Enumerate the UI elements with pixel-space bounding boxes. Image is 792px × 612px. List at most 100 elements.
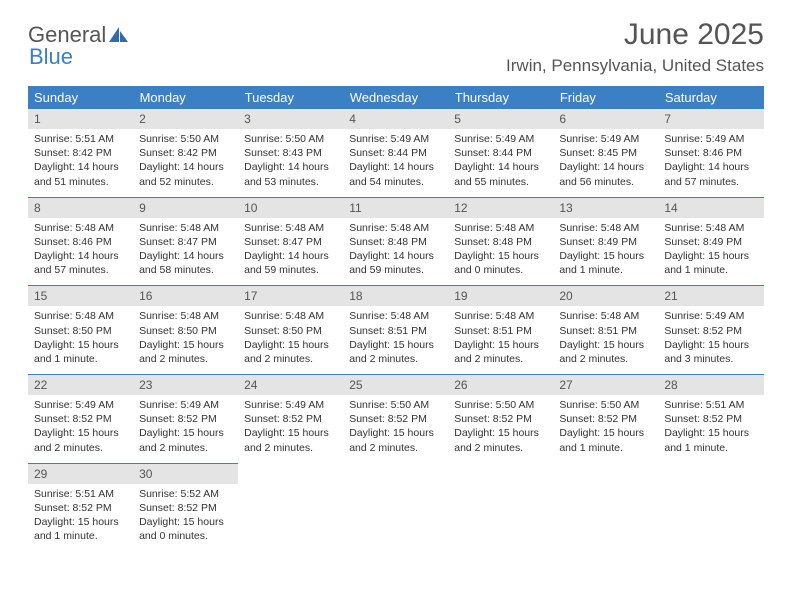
day-cell: 3Sunrise: 5:50 AMSunset: 8:43 PMDaylight… bbox=[238, 109, 343, 197]
daylight-line2: and 53 minutes. bbox=[244, 175, 337, 189]
daylight-line2: and 58 minutes. bbox=[139, 263, 232, 277]
daylight-line2: and 59 minutes. bbox=[244, 263, 337, 277]
week-row: 15Sunrise: 5:48 AMSunset: 8:50 PMDayligh… bbox=[28, 286, 764, 375]
header: General June 2025 Irwin, Pennsylvania, U… bbox=[0, 0, 792, 78]
day-cell: 8Sunrise: 5:48 AMSunset: 8:46 PMDaylight… bbox=[28, 197, 133, 286]
daylight-line1: Daylight: 14 hours bbox=[349, 160, 442, 174]
daylight-line1: Daylight: 15 hours bbox=[664, 249, 757, 263]
sunset: Sunset: 8:52 PM bbox=[454, 412, 547, 426]
sunrise: Sunrise: 5:51 AM bbox=[664, 398, 757, 412]
sunset: Sunset: 8:50 PM bbox=[139, 324, 232, 338]
sunrise: Sunrise: 5:50 AM bbox=[349, 398, 442, 412]
day-details: Sunrise: 5:50 AMSunset: 8:43 PMDaylight:… bbox=[238, 129, 343, 197]
day-number: 10 bbox=[238, 198, 343, 218]
day-details: Sunrise: 5:49 AMSunset: 8:46 PMDaylight:… bbox=[658, 129, 763, 197]
col-sat: Saturday bbox=[658, 86, 763, 109]
daylight-line1: Daylight: 15 hours bbox=[244, 338, 337, 352]
sunset: Sunset: 8:52 PM bbox=[244, 412, 337, 426]
day-details: Sunrise: 5:50 AMSunset: 8:42 PMDaylight:… bbox=[133, 129, 238, 197]
calendar-table: Sunday Monday Tuesday Wednesday Thursday… bbox=[28, 86, 764, 551]
day-cell: 7Sunrise: 5:49 AMSunset: 8:46 PMDaylight… bbox=[658, 109, 763, 197]
day-number: 18 bbox=[343, 286, 448, 306]
day-number: 21 bbox=[658, 286, 763, 306]
day-number: 19 bbox=[448, 286, 553, 306]
sunrise: Sunrise: 5:48 AM bbox=[349, 221, 442, 235]
col-sun: Sunday bbox=[28, 86, 133, 109]
sunrise: Sunrise: 5:49 AM bbox=[244, 398, 337, 412]
day-number: 27 bbox=[553, 375, 658, 395]
day-number: 6 bbox=[553, 109, 658, 129]
day-number: 30 bbox=[133, 464, 238, 484]
daylight-line1: Daylight: 15 hours bbox=[34, 515, 127, 529]
daylight-line1: Daylight: 15 hours bbox=[559, 338, 652, 352]
day-cell: 20Sunrise: 5:48 AMSunset: 8:51 PMDayligh… bbox=[553, 286, 658, 375]
day-details: Sunrise: 5:48 AMSunset: 8:47 PMDaylight:… bbox=[133, 218, 238, 286]
daylight-line2: and 55 minutes. bbox=[454, 175, 547, 189]
daylight-line2: and 1 minute. bbox=[34, 529, 127, 543]
day-cell: 26Sunrise: 5:50 AMSunset: 8:52 PMDayligh… bbox=[448, 375, 553, 464]
sunrise: Sunrise: 5:48 AM bbox=[454, 221, 547, 235]
daylight-line2: and 2 minutes. bbox=[349, 352, 442, 366]
sunrise: Sunrise: 5:51 AM bbox=[34, 132, 127, 146]
sunset: Sunset: 8:51 PM bbox=[559, 324, 652, 338]
sunrise: Sunrise: 5:48 AM bbox=[34, 221, 127, 235]
sunset: Sunset: 8:51 PM bbox=[349, 324, 442, 338]
sunset: Sunset: 8:52 PM bbox=[139, 412, 232, 426]
title-block: June 2025 Irwin, Pennsylvania, United St… bbox=[506, 18, 764, 76]
sunset: Sunset: 8:52 PM bbox=[664, 324, 757, 338]
day-cell: 13Sunrise: 5:48 AMSunset: 8:49 PMDayligh… bbox=[553, 197, 658, 286]
sunrise: Sunrise: 5:50 AM bbox=[559, 398, 652, 412]
day-cell: 30Sunrise: 5:52 AMSunset: 8:52 PMDayligh… bbox=[133, 463, 238, 551]
day-details: Sunrise: 5:48 AMSunset: 8:48 PMDaylight:… bbox=[448, 218, 553, 286]
sunrise: Sunrise: 5:51 AM bbox=[34, 487, 127, 501]
daylight-line2: and 2 minutes. bbox=[139, 441, 232, 455]
day-details: Sunrise: 5:51 AMSunset: 8:42 PMDaylight:… bbox=[28, 129, 133, 197]
col-mon: Monday bbox=[133, 86, 238, 109]
sunset: Sunset: 8:52 PM bbox=[559, 412, 652, 426]
day-cell: 12Sunrise: 5:48 AMSunset: 8:48 PMDayligh… bbox=[448, 197, 553, 286]
daylight-line2: and 57 minutes. bbox=[34, 263, 127, 277]
sunrise: Sunrise: 5:49 AM bbox=[664, 309, 757, 323]
daylight-line1: Daylight: 14 hours bbox=[559, 160, 652, 174]
sunrise: Sunrise: 5:48 AM bbox=[664, 221, 757, 235]
day-number: 20 bbox=[553, 286, 658, 306]
sunset: Sunset: 8:42 PM bbox=[139, 146, 232, 160]
daylight-line2: and 2 minutes. bbox=[244, 352, 337, 366]
day-cell: 1Sunrise: 5:51 AMSunset: 8:42 PMDaylight… bbox=[28, 109, 133, 197]
day-cell: 17Sunrise: 5:48 AMSunset: 8:50 PMDayligh… bbox=[238, 286, 343, 375]
day-cell: 27Sunrise: 5:50 AMSunset: 8:52 PMDayligh… bbox=[553, 375, 658, 464]
daylight-line1: Daylight: 15 hours bbox=[34, 338, 127, 352]
day-cell: 2Sunrise: 5:50 AMSunset: 8:42 PMDaylight… bbox=[133, 109, 238, 197]
sunset: Sunset: 8:46 PM bbox=[34, 235, 127, 249]
sunset: Sunset: 8:42 PM bbox=[34, 146, 127, 160]
sunset: Sunset: 8:52 PM bbox=[139, 501, 232, 515]
sunset: Sunset: 8:44 PM bbox=[454, 146, 547, 160]
day-details: Sunrise: 5:48 AMSunset: 8:50 PMDaylight:… bbox=[28, 306, 133, 374]
daylight-line1: Daylight: 15 hours bbox=[664, 426, 757, 440]
sunset: Sunset: 8:52 PM bbox=[34, 412, 127, 426]
daylight-line2: and 3 minutes. bbox=[664, 352, 757, 366]
sunrise: Sunrise: 5:48 AM bbox=[139, 309, 232, 323]
day-number: 4 bbox=[343, 109, 448, 129]
daylight-line1: Daylight: 15 hours bbox=[244, 426, 337, 440]
day-details: Sunrise: 5:49 AMSunset: 8:45 PMDaylight:… bbox=[553, 129, 658, 197]
day-number: 3 bbox=[238, 109, 343, 129]
sunset: Sunset: 8:48 PM bbox=[349, 235, 442, 249]
day-details: Sunrise: 5:49 AMSunset: 8:44 PMDaylight:… bbox=[343, 129, 448, 197]
daylight-line1: Daylight: 15 hours bbox=[454, 426, 547, 440]
daylight-line2: and 0 minutes. bbox=[454, 263, 547, 277]
day-number: 29 bbox=[28, 464, 133, 484]
day-number: 23 bbox=[133, 375, 238, 395]
daylight-line2: and 2 minutes. bbox=[454, 441, 547, 455]
sunset: Sunset: 8:47 PM bbox=[139, 235, 232, 249]
day-cell: 25Sunrise: 5:50 AMSunset: 8:52 PMDayligh… bbox=[343, 375, 448, 464]
daylight-line2: and 51 minutes. bbox=[34, 175, 127, 189]
day-cell: 5Sunrise: 5:49 AMSunset: 8:44 PMDaylight… bbox=[448, 109, 553, 197]
month-title: June 2025 bbox=[506, 18, 764, 52]
day-details: Sunrise: 5:49 AMSunset: 8:52 PMDaylight:… bbox=[238, 395, 343, 463]
daylight-line2: and 2 minutes. bbox=[139, 352, 232, 366]
sunrise: Sunrise: 5:50 AM bbox=[244, 132, 337, 146]
day-details: Sunrise: 5:49 AMSunset: 8:52 PMDaylight:… bbox=[28, 395, 133, 463]
daylight-line2: and 2 minutes. bbox=[349, 441, 442, 455]
sunrise: Sunrise: 5:49 AM bbox=[664, 132, 757, 146]
